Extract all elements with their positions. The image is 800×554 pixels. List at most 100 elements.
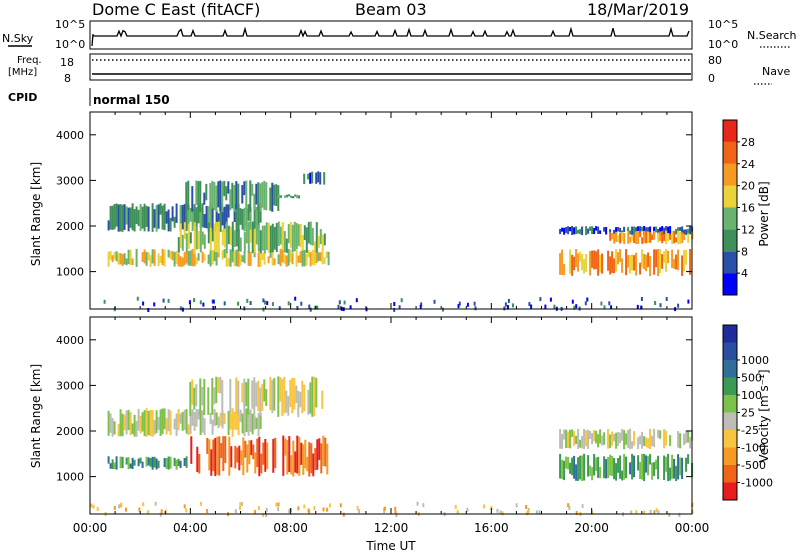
- power-cell: [283, 231, 286, 253]
- power-cell: [123, 204, 126, 230]
- power-speckle-cell: [466, 302, 469, 307]
- power-speckle-cell: [338, 300, 341, 305]
- velocity-cell: [216, 436, 219, 475]
- power-cell: [681, 255, 684, 276]
- power-cell: [647, 231, 650, 243]
- power-cell: [665, 249, 668, 272]
- power-cell: [201, 203, 204, 228]
- velocity-cell: [302, 444, 305, 475]
- velocity-speckle-cell: [483, 504, 486, 509]
- velocity-cell: [575, 435, 578, 444]
- power-cell: [689, 226, 692, 235]
- nsky-label: N.Sky: [2, 32, 34, 45]
- power-cell: [121, 254, 124, 266]
- power-speckle-cell: [549, 297, 552, 302]
- power-speckle-cell: [296, 306, 299, 310]
- velocity-cell: [256, 438, 259, 467]
- power-cell: [251, 221, 254, 254]
- power-cell: [283, 254, 286, 264]
- power-cell: [613, 233, 616, 244]
- power-cell: [577, 253, 580, 272]
- power-cell: [243, 232, 246, 253]
- power-cell: [585, 254, 588, 272]
- power-cell: [559, 253, 562, 275]
- power-cell: [599, 255, 602, 273]
- velocity-cell: [309, 382, 312, 414]
- velocity-cell: [593, 454, 596, 476]
- power-cell: [559, 228, 562, 235]
- velocity-cell: [262, 442, 265, 465]
- power-cell: [209, 203, 212, 232]
- power-cell: [111, 205, 114, 230]
- power-cell: [213, 223, 216, 252]
- velocity-cell: [228, 436, 231, 476]
- velocity-speckle-cell: [394, 506, 397, 511]
- power-cell: [227, 258, 230, 267]
- power-cell: [245, 208, 248, 227]
- power-speckle-cell: [136, 296, 139, 301]
- velocity-cell: [209, 412, 212, 425]
- velocity-cell: [234, 445, 237, 469]
- power-cell: [211, 207, 214, 232]
- power-cell: [675, 237, 678, 243]
- power-cell: [295, 223, 298, 249]
- power-cell: [131, 258, 134, 265]
- velocity-cell: [629, 428, 632, 450]
- velocity-xtick-label: 04:00: [173, 521, 208, 535]
- velocity-cell: [206, 437, 209, 454]
- power-cell: [257, 252, 260, 267]
- power-speckle-cell: [457, 304, 460, 309]
- power-cell: [183, 204, 186, 231]
- power-cell: [286, 194, 289, 198]
- velocity-cell: [241, 413, 244, 434]
- power-cell: [241, 209, 244, 230]
- power-cell: [641, 226, 644, 232]
- power-cell: [561, 227, 564, 232]
- power-speckle-cell: [264, 300, 267, 305]
- power-cell: [205, 205, 208, 229]
- power-cell: [679, 231, 682, 245]
- velocity-cell: [252, 444, 255, 460]
- velocity-cell: [129, 463, 132, 469]
- power-speckle-cell: [153, 302, 156, 307]
- power-cell: [267, 222, 270, 253]
- power-cell: [281, 222, 284, 251]
- velocity-cell: [247, 378, 250, 415]
- power-cell: [143, 203, 146, 232]
- velocity-cell: [133, 414, 136, 437]
- power-speckle-cell: [147, 308, 150, 312]
- power-cell: [311, 249, 314, 265]
- power-cell: [313, 250, 316, 266]
- power-cell: [629, 236, 632, 243]
- velocity-cell: [135, 420, 138, 437]
- power-cell: [181, 205, 184, 230]
- velocity-band-4: [559, 428, 694, 450]
- power-cell: [225, 248, 228, 267]
- power-speckle-cell: [530, 304, 533, 309]
- velocity-cell: [649, 454, 652, 465]
- velocity-cell: [293, 377, 296, 410]
- power-cell: [651, 234, 654, 240]
- velocity-cell: [273, 378, 276, 411]
- station-title: Dome C East (fitACF): [92, 0, 260, 19]
- velocity-cell: [663, 455, 666, 480]
- power-cell: [579, 251, 582, 262]
- velocity-cell: [617, 432, 620, 446]
- power-cell: [661, 226, 664, 236]
- velocity-cell: [153, 420, 156, 435]
- velocity-cell: [569, 429, 572, 449]
- velocity-speckle-cell: [422, 503, 425, 508]
- power-cell: [591, 226, 594, 235]
- velocity-cell: [685, 457, 688, 472]
- power-colorbar-tick-label: 24: [741, 158, 755, 171]
- power-cell: [305, 227, 308, 253]
- power-cell: [157, 204, 160, 229]
- nsearch-label: N.Search: [747, 29, 797, 42]
- power-cell: [311, 171, 314, 184]
- power-speckle-cell: [433, 299, 436, 304]
- velocity-speckle-cell: [159, 512, 162, 517]
- velocity-cell: [567, 431, 570, 449]
- velocity-cell: [655, 459, 658, 470]
- velocity-cell: [585, 430, 588, 447]
- velocity-speckle-cell: [515, 503, 518, 508]
